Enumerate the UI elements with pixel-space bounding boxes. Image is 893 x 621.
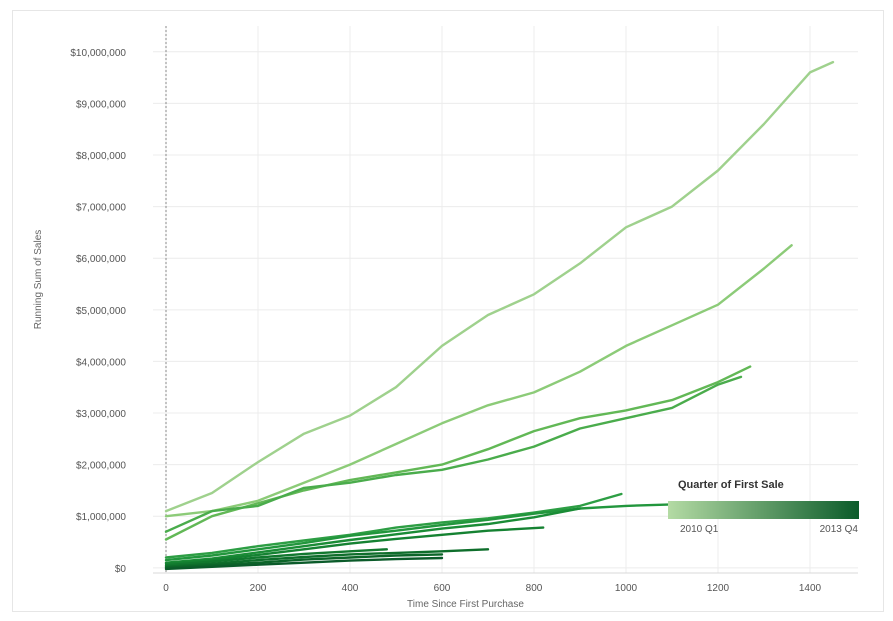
gridlines [153, 26, 858, 574]
y-tick-label: $4,000,000 [76, 357, 126, 368]
x-tick-label: 1400 [799, 583, 822, 594]
chart-frame: $0 $1,000,000 $2,000,000 $3,000,000 $4,000,0… [12, 10, 884, 612]
y-axis-title: Running Sum of Sales [33, 230, 44, 330]
y-tick-label: $8,000,000 [76, 151, 126, 162]
y-tick-label: $10,000,000 [70, 48, 126, 59]
x-tick-label: 600 [434, 583, 451, 594]
x-tick-label: 1000 [615, 583, 638, 594]
series-line [164, 548, 490, 568]
series-line [164, 556, 444, 571]
y-tick-label: $3,000,000 [76, 409, 126, 420]
plot-area [153, 26, 858, 573]
chart-svg: $0 $1,000,000 $2,000,000 $3,000,000 $4,000,0… [33, 26, 859, 610]
series-line [164, 60, 835, 513]
x-tick-label: 200 [250, 583, 267, 594]
y-tick-label: $2,000,000 [76, 461, 126, 472]
y-tick-label: $0 [115, 564, 127, 575]
x-tick-label: 400 [342, 583, 359, 594]
series-lines [164, 60, 835, 571]
series-line [164, 365, 752, 541]
y-tick-label: $6,000,000 [76, 254, 126, 265]
y-tick-label: $5,000,000 [76, 306, 126, 317]
color-legend: Quarter of First Sale 2010 Q1 2013 Q4 [668, 479, 859, 535]
x-tick-label: 800 [526, 583, 543, 594]
series-line [164, 375, 743, 533]
series-line [164, 553, 444, 569]
legend-max-label: 2013 Q4 [820, 524, 859, 535]
legend-gradient-bar [668, 501, 859, 519]
x-tick-label: 1200 [707, 583, 730, 594]
series-line [164, 507, 582, 564]
legend-min-label: 2010 Q1 [680, 524, 719, 535]
y-tick-label: $7,000,000 [76, 203, 126, 214]
series-line [164, 244, 793, 518]
series-line [164, 548, 388, 567]
x-axis-title: Time Since First Purchase [407, 599, 524, 610]
y-axis-ticks: $0 $1,000,000 $2,000,000 $3,000,000 $4,000,0… [70, 48, 126, 575]
legend-title: Quarter of First Sale [678, 479, 784, 491]
series-line [164, 503, 674, 562]
y-tick-label: $9,000,000 [76, 99, 126, 110]
x-axis-ticks: 0 200 400 600 800 1000 1200 1400 [163, 583, 821, 594]
x-tick-label: 0 [163, 583, 169, 594]
series-line [164, 492, 623, 559]
y-tick-label: $1,000,000 [76, 512, 126, 523]
series-line [164, 526, 545, 565]
